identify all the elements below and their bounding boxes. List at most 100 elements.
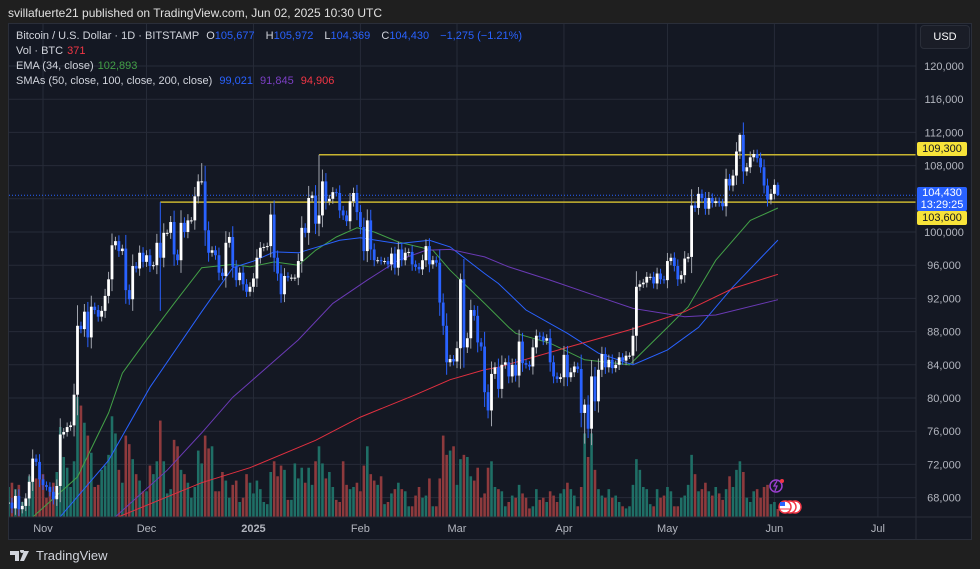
- candle-body: [731, 175, 735, 186]
- candle-body: [169, 222, 173, 233]
- volume-bar: [93, 487, 97, 517]
- volume-bar: [231, 484, 235, 517]
- volume-bar: [221, 472, 224, 517]
- candle-body: [507, 362, 511, 377]
- price-axis[interactable]: 68,000 72,000 76,000 80,000 84,000 88,000 92,0…: [924, 61, 964, 505]
- time-tick-label: Jun: [766, 523, 784, 535]
- price-tick-label: 120,000: [924, 61, 964, 73]
- volume-bar: [573, 495, 576, 517]
- sma50-value: 99,021: [219, 75, 253, 87]
- volume-bar: [138, 480, 141, 517]
- volume-bar: [200, 463, 203, 517]
- volume-legend[interactable]: Vol · BTC 371: [16, 45, 89, 57]
- sma-legend[interactable]: SMAs (50, close, 100, close, 200, close)…: [16, 75, 338, 87]
- candle-body: [521, 341, 524, 364]
- price-tick-label: 96,000: [927, 260, 961, 272]
- candle-body: [279, 273, 283, 295]
- low-value: 104,369: [330, 30, 371, 42]
- candle-body: [158, 242, 162, 258]
- candle-body: [614, 364, 618, 369]
- candle-body: [759, 158, 762, 168]
- candle-body: [769, 193, 773, 200]
- volume-bar: [114, 433, 117, 517]
- volume-bar: [711, 495, 714, 517]
- volume-bar: [673, 506, 676, 517]
- ema-value: 102,893: [97, 60, 138, 72]
- candle-body: [500, 364, 504, 389]
- volume-bar: [355, 482, 359, 517]
- candle-body: [421, 260, 424, 270]
- candle-body: [697, 193, 700, 208]
- candle-body: [348, 201, 352, 222]
- candle-body: [655, 273, 659, 284]
- candle-body: [628, 355, 631, 357]
- candle-body: [545, 338, 549, 341]
- volume-bar: [724, 489, 728, 517]
- volume-bar: [214, 491, 217, 517]
- volume-bar: [100, 469, 103, 517]
- price-tick-label: 112,000: [925, 127, 964, 139]
- volume-bar: [717, 493, 721, 517]
- volume-bar: [400, 489, 404, 517]
- volume-bar: [297, 478, 300, 517]
- candle-body: [359, 212, 362, 228]
- horizontal-levels: [9, 154, 916, 203]
- volume-bar: [462, 454, 466, 517]
- volume-bar: [248, 482, 252, 517]
- volume-bar: [34, 478, 38, 517]
- volume-bar: [707, 491, 711, 517]
- candle-body: [145, 255, 148, 262]
- volume-bar: [345, 484, 348, 517]
- volume-bar: [421, 497, 424, 517]
- volume-label: Vol · BTC: [16, 45, 64, 57]
- candle-body: [490, 373, 493, 411]
- tradingview-logo[interactable]: TradingView: [10, 548, 108, 563]
- candle-body: [417, 266, 421, 270]
- volume-bar: [286, 499, 290, 517]
- candle-body: [234, 266, 238, 281]
- candle-body: [345, 215, 348, 222]
- price-tick-label: 76,000: [927, 426, 961, 438]
- volume-bar: [493, 487, 497, 517]
- volume-bar: [203, 435, 207, 517]
- candle-body: [214, 250, 217, 256]
- volume-bar: [96, 484, 100, 517]
- volume-bar: [259, 489, 262, 517]
- time-tick-label: Nov: [33, 523, 53, 535]
- candle-body: [120, 248, 124, 252]
- candle-body: [241, 272, 245, 285]
- ema-legend[interactable]: EMA (34, close) 102,893: [16, 60, 141, 72]
- candle-body: [476, 315, 480, 343]
- volume-bar: [614, 495, 617, 517]
- volume-bar: [552, 495, 555, 517]
- candle-body: [148, 255, 152, 267]
- volume-bar: [210, 446, 214, 517]
- candle-body: [107, 279, 110, 296]
- volume-bar: [390, 493, 393, 517]
- candle-body: [762, 167, 766, 186]
- candle-body: [307, 197, 311, 233]
- candle-body: [293, 277, 297, 279]
- us-flag-icon[interactable]: [778, 500, 802, 514]
- volume-bar: [583, 433, 586, 517]
- economic-event-icon[interactable]: [769, 479, 784, 493]
- volume-bar: [745, 497, 749, 517]
- volume-bar: [238, 502, 241, 517]
- candle-body: [679, 275, 683, 280]
- candle-body: [96, 310, 100, 317]
- candle-body: [248, 286, 252, 292]
- volume-bar: [635, 459, 638, 517]
- close-value: 104,430: [389, 30, 430, 42]
- candle-body: [714, 201, 718, 203]
- volume-bar: [531, 506, 535, 517]
- candle-body: [317, 215, 321, 224]
- volume-bar: [704, 482, 707, 517]
- currency-button[interactable]: USD: [920, 25, 970, 49]
- candle-body: [238, 272, 242, 281]
- candle-body: [745, 167, 749, 172]
- volume-bar: [510, 495, 514, 517]
- time-axis[interactable]: Nov Dec 2025 Feb Mar Apr May Jun Jul: [33, 523, 885, 535]
- candle-body: [624, 355, 628, 361]
- candle-body: [434, 260, 438, 263]
